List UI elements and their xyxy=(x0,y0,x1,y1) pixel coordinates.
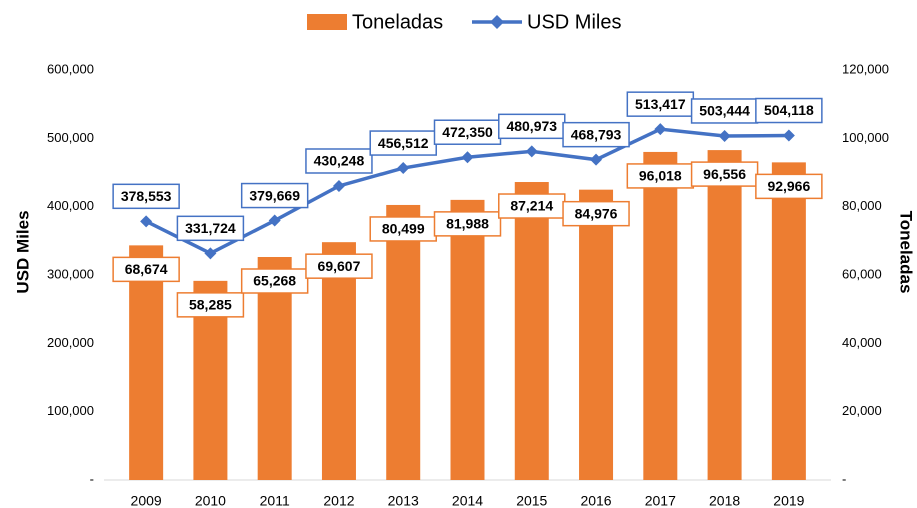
x-tick-label: 2014 xyxy=(452,493,483,508)
x-tick-label: 2013 xyxy=(388,493,419,508)
line-marker xyxy=(718,129,731,142)
bar xyxy=(129,245,164,480)
data-label-box xyxy=(240,268,309,294)
y-axis-title: USD Miles xyxy=(13,210,32,293)
legend-swatch xyxy=(307,14,347,30)
line-marker xyxy=(654,123,667,136)
x-tick-label: 2016 xyxy=(580,493,611,508)
data-label: 96,018 xyxy=(639,168,682,184)
data-label-box xyxy=(305,253,373,279)
data-label: 378,553 xyxy=(121,188,172,204)
data-label-box xyxy=(369,216,437,242)
data-label-box xyxy=(112,256,180,283)
data-label-box xyxy=(240,182,309,209)
y2-tick-label: 120,000 xyxy=(842,61,889,76)
data-label-box xyxy=(498,113,566,140)
y-tick-label: 300,000 xyxy=(47,266,94,281)
data-label-box xyxy=(755,97,823,124)
data-label-box xyxy=(433,211,502,237)
line-marker xyxy=(140,215,153,228)
y-tick-label: 200,000 xyxy=(47,335,94,350)
data-label: 84,976 xyxy=(575,205,618,221)
line-marker xyxy=(268,214,281,227)
bar xyxy=(707,150,742,480)
x-tick-label: 2009 xyxy=(131,493,162,508)
data-label: 480,973 xyxy=(506,118,557,134)
data-label-box xyxy=(305,148,373,174)
data-label: 87,214 xyxy=(510,198,553,214)
line-marker xyxy=(204,247,217,260)
x-tick-label: 2017 xyxy=(645,493,676,508)
legend-label: USD Miles xyxy=(527,11,621,33)
x-tick-label: 2015 xyxy=(516,493,547,508)
data-label: 65,268 xyxy=(253,273,296,289)
y2-tick-label: 100,000 xyxy=(842,130,889,145)
data-label: 68,674 xyxy=(125,261,168,277)
data-label: 80,499 xyxy=(382,221,425,237)
bar xyxy=(643,151,678,480)
y2-tick-label: - xyxy=(842,471,846,486)
y2-tick-label: 80,000 xyxy=(842,198,882,213)
data-label: 81,988 xyxy=(446,216,489,232)
data-label: 430,248 xyxy=(314,153,365,169)
data-label: 331,724 xyxy=(185,220,236,236)
y-tick-label: 600,000 xyxy=(47,61,94,76)
data-label-box xyxy=(433,119,502,145)
data-label-box xyxy=(562,121,630,148)
bar xyxy=(257,257,292,480)
data-label: 456,512 xyxy=(378,135,429,151)
y2-tick-label: 40,000 xyxy=(842,335,882,350)
data-label: 504,118 xyxy=(764,102,814,118)
y-tick-label: - xyxy=(90,471,94,486)
x-tick-label: 2011 xyxy=(260,493,290,508)
line-marker xyxy=(525,145,538,158)
data-label: 58,285 xyxy=(189,297,232,313)
y2-axis-title: Toneladas xyxy=(897,211,916,294)
legend-label: Toneladas xyxy=(352,11,443,33)
y-tick-label: 500,000 xyxy=(47,130,94,145)
data-label-box xyxy=(176,292,245,318)
y2-tick-label: 60,000 xyxy=(842,266,882,281)
data-label: 379,669 xyxy=(249,187,300,203)
data-label-box xyxy=(112,183,180,210)
x-tick-label: 2019 xyxy=(773,493,804,508)
x-tick-label: 2018 xyxy=(709,493,740,508)
y-tick-label: 400,000 xyxy=(47,198,94,213)
bar xyxy=(579,189,614,480)
line-marker xyxy=(332,179,345,192)
y-tick-label: 100,000 xyxy=(47,403,94,418)
bar xyxy=(450,199,485,480)
data-label: 472,350 xyxy=(442,124,493,140)
y2-tick-label: 20,000 xyxy=(842,403,882,418)
data-label: 513,417 xyxy=(635,96,686,112)
data-label: 468,793 xyxy=(571,126,622,142)
data-label: 69,607 xyxy=(318,258,361,274)
data-label: 503,444 xyxy=(699,103,750,119)
data-label-box xyxy=(176,215,245,242)
line-marker xyxy=(782,129,795,142)
data-label-box xyxy=(690,98,759,124)
x-tick-label: 2012 xyxy=(323,493,354,508)
data-label-box xyxy=(369,130,437,156)
bar xyxy=(771,162,806,481)
bar xyxy=(386,204,421,481)
bar xyxy=(321,242,356,480)
line-marker xyxy=(397,162,410,175)
data-label-box xyxy=(562,200,630,227)
line-marker xyxy=(590,153,603,166)
data-label: 96,556 xyxy=(703,166,746,182)
data-label: 92,966 xyxy=(767,178,810,194)
data-label-box xyxy=(755,173,823,200)
bar xyxy=(514,182,549,480)
data-label-box xyxy=(690,161,759,187)
line-marker xyxy=(461,151,474,164)
data-label-box xyxy=(626,163,695,189)
x-tick-label: 2010 xyxy=(195,493,226,508)
legend-swatch xyxy=(490,15,504,29)
